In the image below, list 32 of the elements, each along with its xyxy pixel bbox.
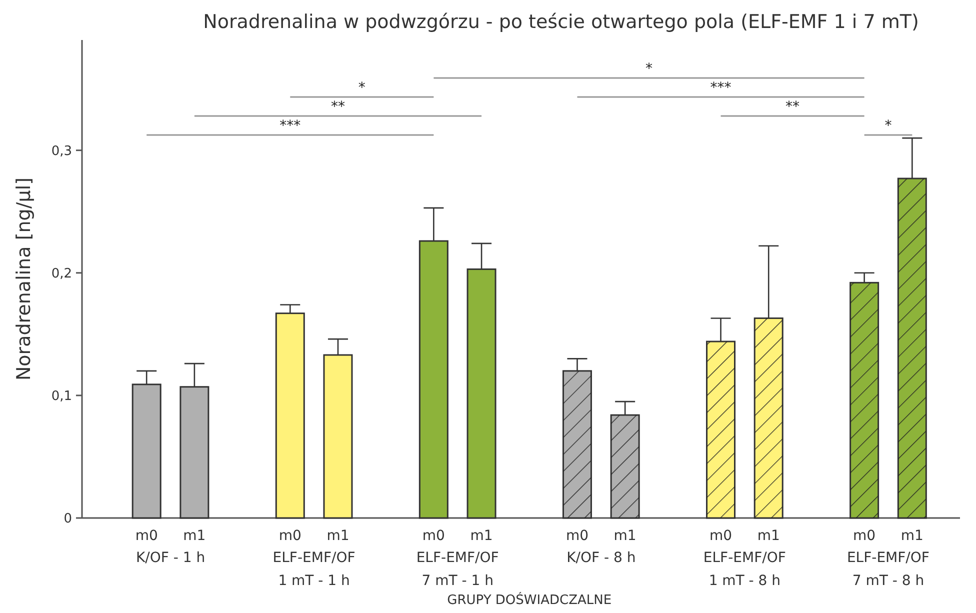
x-tick-label: m1 (757, 528, 780, 544)
x-tick-label: m0 (566, 528, 588, 544)
annotation: *** (280, 118, 301, 134)
y-tick-label: 0 (64, 512, 72, 527)
annotation: ** (330, 99, 345, 115)
x-axis-title: GRUPY DOŚWIADCZALNE (447, 591, 612, 608)
x-tick-label: m0 (709, 528, 732, 544)
text: ELF-EMF/OF 1 mT - 1 h (272, 550, 356, 589)
text: ELF-EMF/OF 1 mT - 8 h (703, 550, 786, 589)
x-tick-label: m1 (470, 528, 493, 544)
y-tick-label: 0,1 (51, 388, 72, 404)
text: K/OF - 1 h (136, 550, 206, 566)
annotation: * (645, 61, 652, 77)
x-tick-label: m0 (135, 528, 158, 544)
x-tick-label: m0 (422, 528, 445, 544)
annotation: *** (710, 80, 732, 96)
y-axis-title: Noradrenalina [ng/µl] (13, 177, 35, 381)
y-tick-label: 0,2 (51, 266, 72, 282)
annotation: * (358, 80, 366, 96)
chart-title: Noradrenalina w podwzgórzu - po teście otwartego pola (ELF-EMF 1 i 7 mT) (203, 11, 919, 33)
x-tick-label: m1 (614, 528, 636, 544)
x-tick-label: m0 (853, 528, 876, 544)
annotation: * (884, 118, 892, 134)
x-tick-label: m0 (278, 528, 302, 544)
annotation: ** (786, 99, 800, 115)
y-tick-label: 0,3 (51, 144, 72, 159)
x-tick-label: m1 (326, 528, 350, 544)
text: ELF-EMF/OF 7 mT - 1 h (416, 550, 499, 589)
text: ELF-EMF/OF 7 mT - 8 h (846, 550, 930, 589)
x-tick-label: m1 (183, 528, 206, 544)
x-tick-label: m1 (900, 528, 924, 544)
text: K/OF - 8 h (566, 550, 636, 566)
